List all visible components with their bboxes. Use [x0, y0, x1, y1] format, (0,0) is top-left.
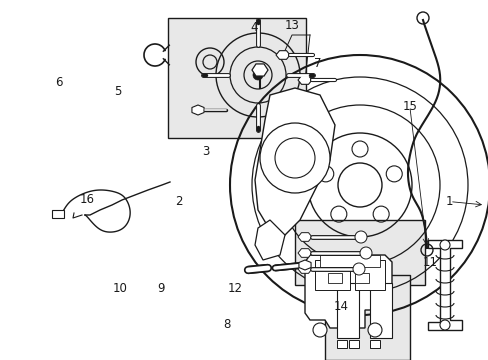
Polygon shape	[297, 233, 311, 241]
Circle shape	[354, 231, 366, 243]
Text: 7: 7	[313, 57, 321, 69]
Polygon shape	[297, 265, 311, 273]
Polygon shape	[251, 64, 267, 76]
Bar	[294, 220, 424, 285]
Text: 4: 4	[250, 21, 258, 33]
Circle shape	[260, 123, 329, 193]
Bar	[348, 340, 358, 348]
Polygon shape	[297, 76, 311, 84]
Text: 12: 12	[227, 282, 242, 294]
Circle shape	[312, 323, 326, 337]
Polygon shape	[305, 255, 391, 328]
Text: 15: 15	[402, 100, 416, 113]
Circle shape	[439, 320, 449, 330]
Polygon shape	[254, 220, 285, 260]
Text: 2: 2	[174, 195, 182, 208]
Bar	[327, 273, 341, 283]
Circle shape	[352, 263, 364, 275]
Text: 8: 8	[223, 318, 231, 330]
Bar	[354, 260, 384, 290]
Bar	[319, 255, 379, 267]
Polygon shape	[254, 88, 334, 235]
Bar	[52, 210, 64, 218]
Text: 10: 10	[112, 282, 127, 294]
Polygon shape	[298, 260, 310, 270]
Polygon shape	[297, 249, 311, 257]
Circle shape	[367, 323, 381, 337]
Bar	[168, 18, 305, 138]
Text: 6: 6	[55, 76, 62, 89]
Circle shape	[359, 247, 371, 259]
Bar	[325, 275, 409, 360]
Bar	[314, 260, 349, 290]
Text: 1: 1	[445, 195, 453, 208]
Polygon shape	[275, 51, 289, 59]
Text: 11: 11	[422, 256, 437, 269]
Text: 3: 3	[201, 145, 209, 158]
Circle shape	[439, 240, 449, 250]
Bar	[369, 340, 379, 348]
Bar	[336, 340, 346, 348]
Polygon shape	[192, 105, 203, 115]
Circle shape	[252, 70, 263, 80]
Bar	[369, 283, 391, 338]
Text: 9: 9	[157, 282, 165, 294]
Bar	[354, 273, 368, 283]
Text: 13: 13	[285, 19, 299, 32]
Text: 16: 16	[80, 193, 94, 206]
Polygon shape	[427, 240, 461, 330]
Text: 5: 5	[113, 85, 121, 98]
Bar	[336, 283, 358, 338]
Text: 14: 14	[333, 300, 348, 312]
